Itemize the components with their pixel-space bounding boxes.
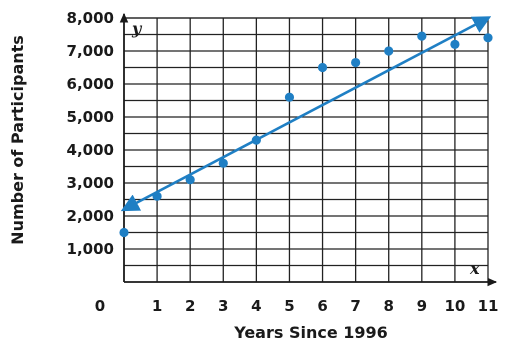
x-tick-label: 3 [218, 297, 228, 315]
axis-titles: Years Since 1996 Number of Participants … [8, 19, 480, 342]
data-point [284, 92, 295, 102]
tick-labels: 0 1 2 3 4 5 6 7 8 9 10 11 1,000 2,000 3,000 4,000 5,000 6… [67, 9, 499, 315]
data-point [351, 57, 361, 68]
y-tick-label: 1,000 [67, 240, 114, 258]
x-tick-label: 11 [478, 297, 499, 315]
x-tick-label: 5 [284, 297, 294, 315]
data-point [185, 175, 195, 185]
data-point [251, 135, 261, 145]
data-point [384, 46, 394, 56]
data-point [483, 33, 493, 43]
y-tick-label: 3,000 [67, 174, 114, 192]
y-axis-title: Number of Participants [8, 35, 27, 245]
x-tick-label: 4 [251, 297, 261, 315]
data-point [417, 31, 427, 41]
y-tick-label: 5,000 [67, 108, 114, 126]
x-axis-title: Years Since 1996 [233, 323, 388, 342]
x-axis-variable: x [469, 259, 480, 278]
trend-line [120, 16, 492, 212]
grid-lines [124, 17, 489, 282]
data-point [218, 158, 228, 168]
x-tick-label: 7 [350, 297, 360, 315]
data-points [119, 31, 493, 238]
y-tick-label: 4,000 [67, 141, 114, 159]
x-tick-label: 2 [185, 297, 195, 315]
x-tick-label: 1 [152, 297, 162, 315]
data-point [450, 39, 460, 50]
y-tick-label: 6,000 [67, 75, 114, 93]
x-tick-label: 9 [417, 297, 427, 315]
data-point [152, 191, 162, 201]
x-tick-label: 6 [317, 297, 327, 315]
y-tick-label: 7,000 [67, 42, 114, 60]
y-tick-label: 2,000 [67, 207, 114, 225]
x-tick-label: 10 [444, 297, 465, 315]
axes [119, 12, 498, 287]
x-tick-label: 0 [95, 297, 105, 315]
y-tick-label: 8,000 [67, 9, 114, 27]
x-tick-label: 8 [384, 297, 394, 315]
data-point [119, 227, 129, 238]
y-axis-variable: y [131, 19, 143, 38]
trend-line-group [120, 16, 492, 212]
data-point [317, 62, 328, 73]
